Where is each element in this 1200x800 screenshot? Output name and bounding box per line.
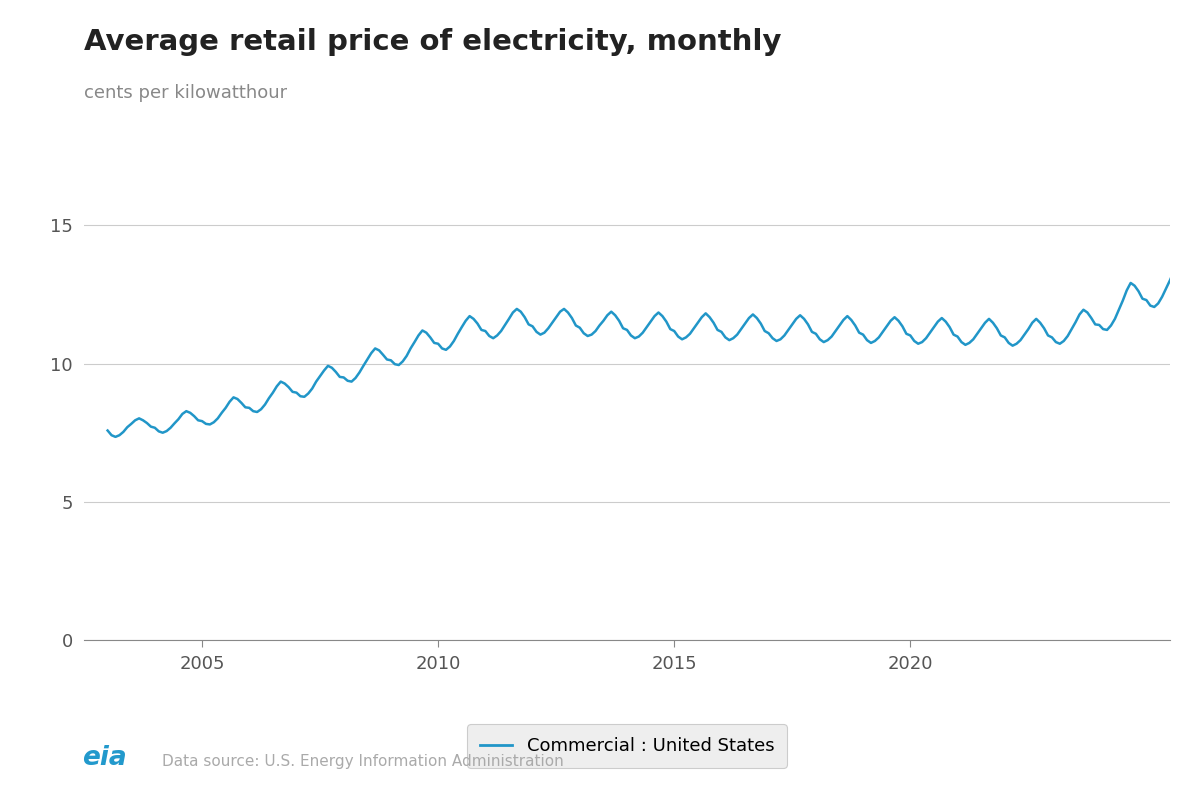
Text: cents per kilowatthour: cents per kilowatthour — [84, 84, 287, 102]
Legend: Commercial : United States: Commercial : United States — [467, 725, 787, 768]
Text: Data source: U.S. Energy Information Administration: Data source: U.S. Energy Information Adm… — [162, 754, 564, 769]
Text: Average retail price of electricity, monthly: Average retail price of electricity, mon… — [84, 28, 781, 56]
Text: eia: eia — [82, 746, 126, 771]
